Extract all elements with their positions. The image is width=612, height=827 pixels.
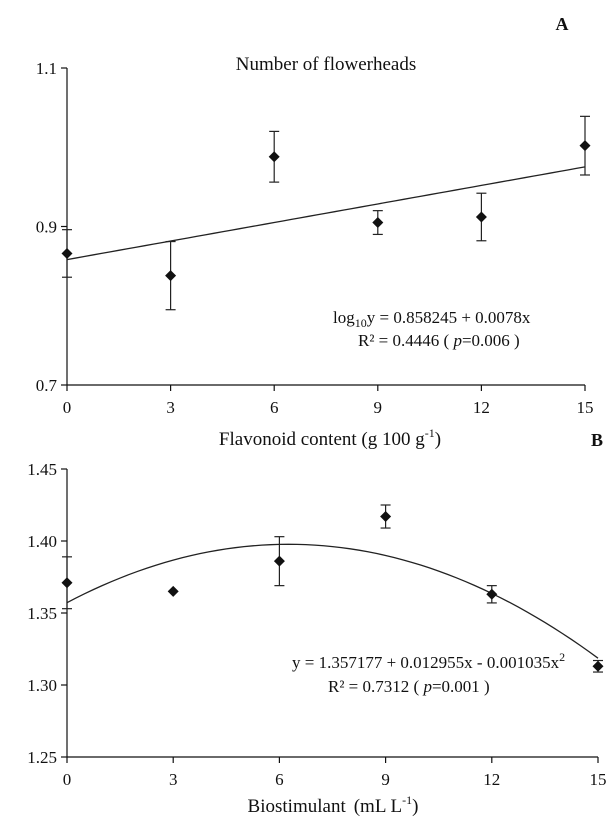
panel-a-data-point xyxy=(61,247,73,259)
panel-a-x-tick-label: 3 xyxy=(166,398,175,417)
panel-b-data-point xyxy=(486,588,498,600)
panel-a-x-tick-label: 6 xyxy=(270,398,279,417)
panel-a-equation-line2: R² = 0.4446 ( p=0.006 ) xyxy=(358,331,520,350)
panel-a-eq-log-base: 10 xyxy=(355,316,367,330)
panel-a-fit-layer xyxy=(66,166,586,261)
panel-b-data-point xyxy=(592,660,604,672)
panel-a: A Number of flowerheads 0.7 0.9 1.1 0 3 6 9 12 1… xyxy=(36,14,594,417)
panel-b-x-tick-label: 15 xyxy=(590,770,607,789)
panel-a-eq-rest: y = 0.858245 + 0.0078x xyxy=(367,308,531,327)
panel-a-y-tick-label: 0.7 xyxy=(36,376,58,395)
panel-b-x-tick-label: 12 xyxy=(483,770,500,789)
panel-a-data-point xyxy=(475,211,487,223)
panel-b-y-tick-label: 1.40 xyxy=(27,532,57,551)
panel-b-axes: 1.25 1.30 1.35 1.40 1.45 0 3 6 9 12 15 xyxy=(27,460,606,789)
panel-b-title: Flavonoid content (g 100 g-1) xyxy=(219,426,441,450)
panel-b-x-tick-label: 0 xyxy=(63,770,72,789)
panel-a-label: A xyxy=(556,14,569,34)
panel-b-x-tick-label: 3 xyxy=(169,770,178,789)
panel-a-x-tick-label: 9 xyxy=(374,398,383,417)
panel-b-data-point xyxy=(61,577,73,589)
panel-a-fit-curve xyxy=(66,166,586,261)
panel-b-data-point xyxy=(273,555,285,567)
panel-b-title-exp: -1 xyxy=(425,426,435,440)
panel-b-equation-line1: y = 1.357177 + 0.012955x - 0.001035x2 xyxy=(292,650,565,672)
panel-a-p-value: =0.006 ) xyxy=(462,331,520,350)
x-axis-label-unit: (mL L xyxy=(354,796,402,817)
panel-a-p-symbol: p xyxy=(452,331,462,350)
panel-b: B Flavonoid content (g 100 g-1) 1.25 1.30… xyxy=(27,426,606,789)
panel-b-r2: R² = 0.7312 ( xyxy=(328,677,423,696)
panel-b-equation-line2: R² = 0.7312 ( p=0.001 ) xyxy=(328,677,490,696)
panel-a-data-point xyxy=(268,151,280,163)
panel-b-title-close: ) xyxy=(435,429,441,450)
x-axis-label: Biostimulant (mL L-1) xyxy=(248,793,419,817)
panel-a-y-tick-label: 1.1 xyxy=(36,59,57,78)
panel-a-data-point xyxy=(165,270,177,282)
panel-b-x-tick-label: 9 xyxy=(381,770,390,789)
panel-b-p-symbol: p xyxy=(422,677,432,696)
panel-b-y-tick-label: 1.30 xyxy=(27,676,57,695)
panel-b-equation: y = 1.357177 + 0.012955x - 0.001035x2 R²… xyxy=(292,650,565,696)
panel-a-x-tick-label: 12 xyxy=(473,398,490,417)
panel-b-x-tick-label: 6 xyxy=(275,770,284,789)
x-axis-label-unit-exp: -1 xyxy=(402,793,412,807)
x-axis-label-unit-close: ) xyxy=(412,796,418,817)
panel-a-points-layer xyxy=(61,115,591,311)
panel-b-y-tick-label: 1.35 xyxy=(27,604,57,623)
panel-b-fit-layer xyxy=(66,543,599,659)
panel-b-data-point xyxy=(167,585,179,597)
x-axis-label-main: Biostimulant xyxy=(248,796,347,817)
panel-b-eq-main: y = 1.357177 + 0.012955x - 0.001035x xyxy=(292,653,560,672)
panel-a-r2: R² = 0.4446 ( xyxy=(358,331,453,350)
panel-a-title: Number of flowerheads xyxy=(236,54,416,75)
panel-a-equation: log10y = 0.858245 + 0.0078x R² = 0.4446 … xyxy=(333,308,531,350)
panel-a-y-tick-label: 0.9 xyxy=(36,218,57,237)
panel-b-points-layer xyxy=(61,504,604,673)
panel-b-label: B xyxy=(591,430,603,450)
panel-a-equation-line1: log10y = 0.858245 + 0.0078x xyxy=(333,308,531,330)
panel-a-x-tick-label: 0 xyxy=(63,398,72,417)
panel-a-eq-log: log xyxy=(333,308,355,327)
panel-b-p-value: =0.001 ) xyxy=(432,677,490,696)
panel-b-fit-curve xyxy=(66,543,599,659)
panel-a-data-point xyxy=(579,140,591,152)
panel-b-data-point xyxy=(380,511,392,523)
panel-b-y-tick-label: 1.25 xyxy=(27,748,57,767)
panel-b-title-main: Flavonoid content (g 100 g xyxy=(219,429,425,450)
panel-a-data-point xyxy=(372,217,384,229)
panel-b-eq-sup: 2 xyxy=(559,650,565,664)
panel-a-x-tick-label: 15 xyxy=(577,398,594,417)
panel-b-y-tick-label: 1.45 xyxy=(27,460,57,479)
panel-a-axes: 0.7 0.9 1.1 0 3 6 9 12 15 xyxy=(36,59,594,417)
